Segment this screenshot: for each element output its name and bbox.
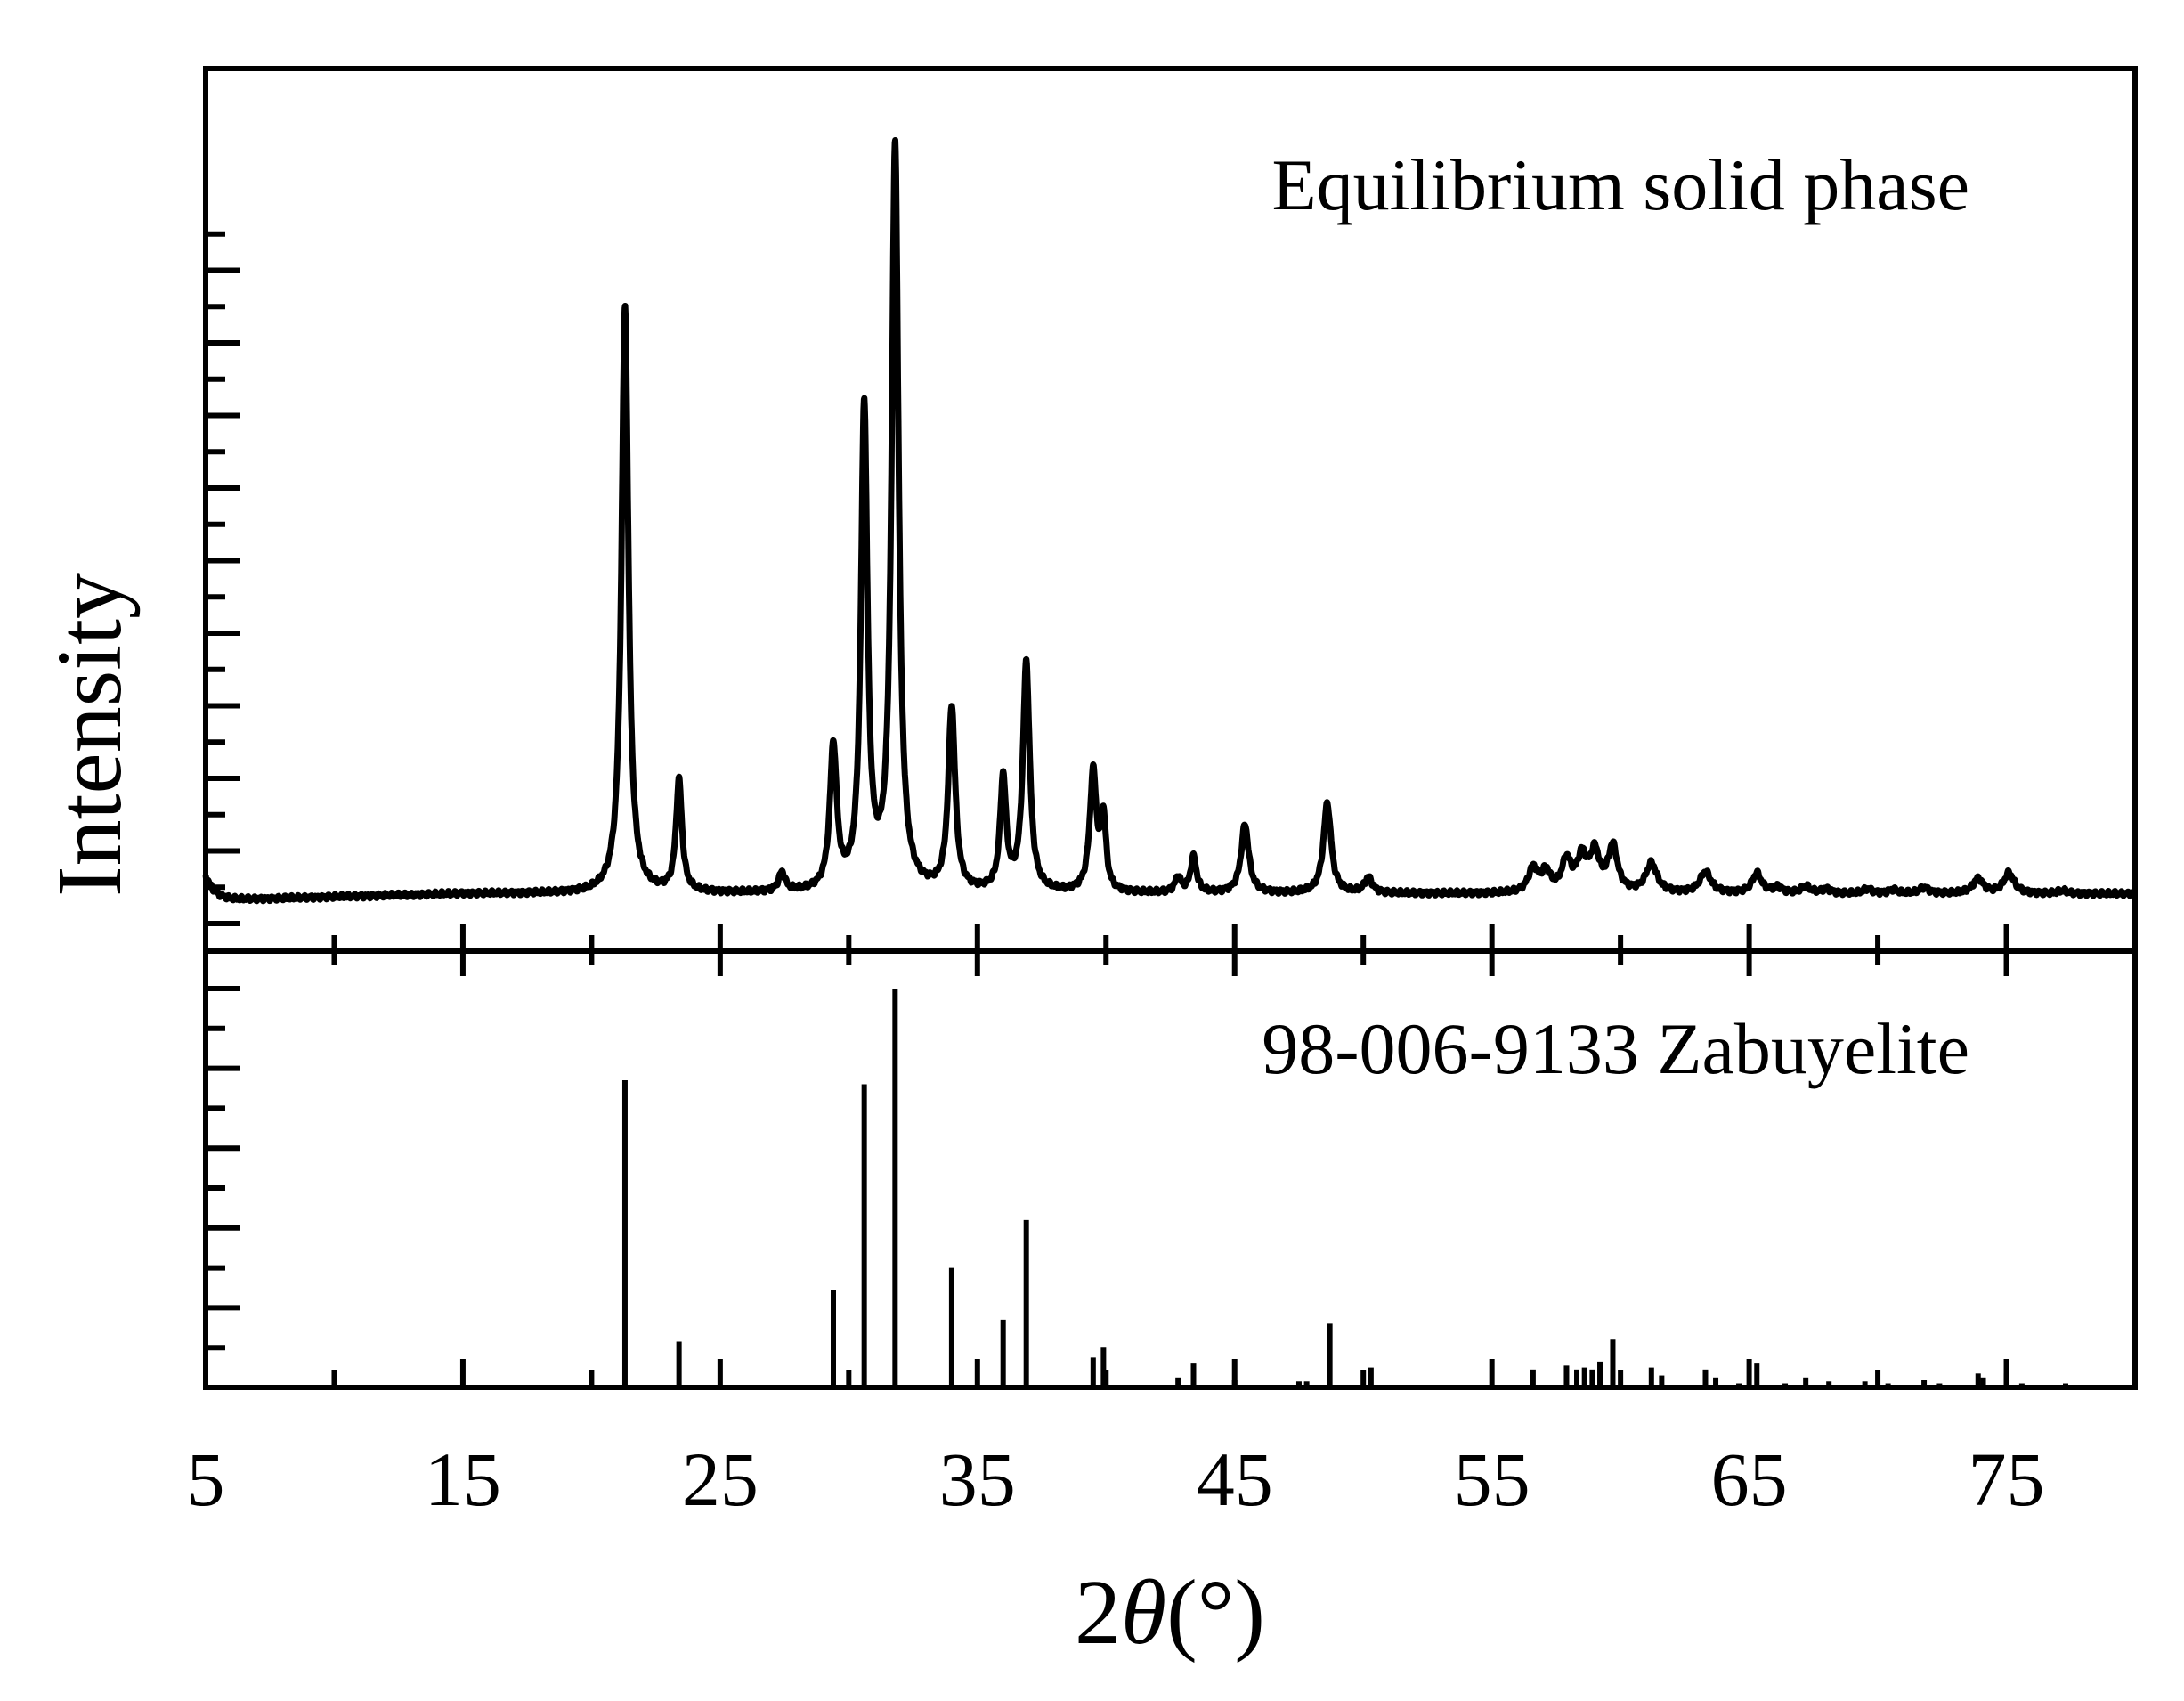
bottom-panel-label: 98-006-9133 Zabuyelite (1262, 1008, 1969, 1089)
x-tick-label: 15 (425, 1436, 501, 1522)
x-tick-label: 65 (1711, 1436, 1788, 1522)
x-tick-labels: 5 15 25 35 45 55 65 75 (187, 1436, 2045, 1522)
x-tick-label: 75 (1969, 1436, 2045, 1522)
top-x-ticks (331, 924, 2009, 951)
top-panel: Equilibrium solid phase (202, 66, 2139, 954)
x-tick-label: 45 (1197, 1436, 1273, 1522)
x-tick-label: 5 (187, 1436, 225, 1522)
x-tick-label: 55 (1454, 1436, 1530, 1522)
reference-bars (621, 989, 2068, 1388)
bottom-panel: 98-006-9133 Zabuyelite (203, 948, 2138, 1390)
xrd-pattern-line (202, 137, 2139, 905)
bottom-x-ticks (331, 951, 2009, 1388)
top-panel-label: Equilibrium solid phase (1272, 144, 1969, 225)
top-y-ticks (206, 231, 240, 926)
bottom-y-ticks (206, 986, 240, 1351)
x-tick-label: 25 (682, 1436, 759, 1522)
y-axis-title: Intensity (38, 573, 141, 897)
x-tick-label: 35 (939, 1436, 1016, 1522)
bottom-plot-frame (203, 948, 2138, 1390)
x-axis-title: 2θ(°) (1075, 1561, 1265, 1664)
